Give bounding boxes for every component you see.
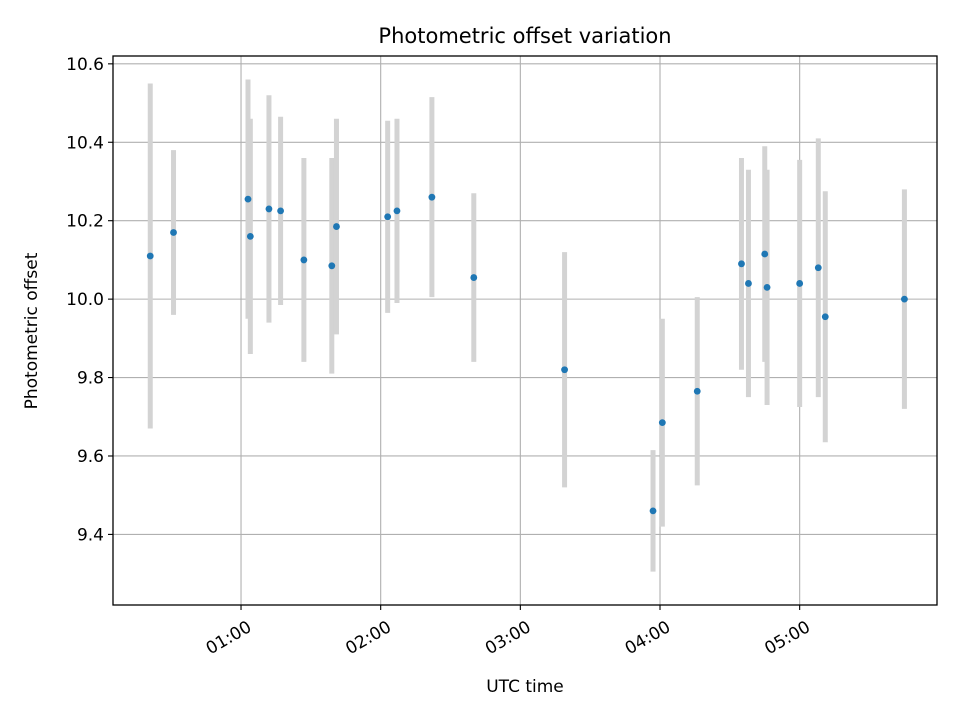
data-point bbox=[333, 223, 340, 230]
data-point bbox=[428, 193, 436, 201]
data-point bbox=[244, 195, 252, 203]
data-point bbox=[745, 280, 752, 287]
data-point bbox=[658, 419, 666, 427]
data-point bbox=[170, 229, 177, 236]
data-point bbox=[393, 207, 401, 215]
data-point bbox=[246, 232, 254, 240]
data-point bbox=[328, 262, 336, 270]
data-point bbox=[561, 366, 568, 374]
data-point bbox=[761, 250, 769, 258]
y-axis-title: Photometric offset bbox=[22, 252, 42, 409]
data-point bbox=[738, 260, 745, 268]
data-point bbox=[814, 264, 822, 272]
data-point bbox=[384, 213, 392, 221]
y-tick-label: 10.0 bbox=[66, 290, 104, 310]
data-point bbox=[763, 283, 771, 291]
chart-title: Photometric offset variation bbox=[378, 24, 671, 48]
data-point bbox=[470, 274, 478, 281]
plot-area bbox=[113, 56, 937, 605]
y-tick-label: 9.8 bbox=[77, 369, 104, 389]
data-point bbox=[796, 280, 804, 287]
y-tick-label: 9.6 bbox=[77, 447, 104, 467]
y-tick-label: 10.4 bbox=[66, 133, 104, 153]
data-point bbox=[277, 207, 284, 215]
data-point bbox=[901, 295, 908, 303]
data-point bbox=[649, 507, 657, 515]
data-point bbox=[265, 205, 273, 213]
x-axis-title: UTC time bbox=[486, 677, 564, 697]
data-points bbox=[146, 193, 908, 515]
y-tick-label: 10.2 bbox=[66, 212, 104, 232]
data-point bbox=[146, 252, 154, 260]
data-point bbox=[821, 313, 829, 321]
y-tick-label: 10.6 bbox=[66, 55, 104, 75]
data-point bbox=[300, 256, 308, 264]
data-point bbox=[693, 387, 701, 395]
plot-frame bbox=[112, 55, 938, 606]
y-tick-label: 9.4 bbox=[77, 525, 104, 545]
